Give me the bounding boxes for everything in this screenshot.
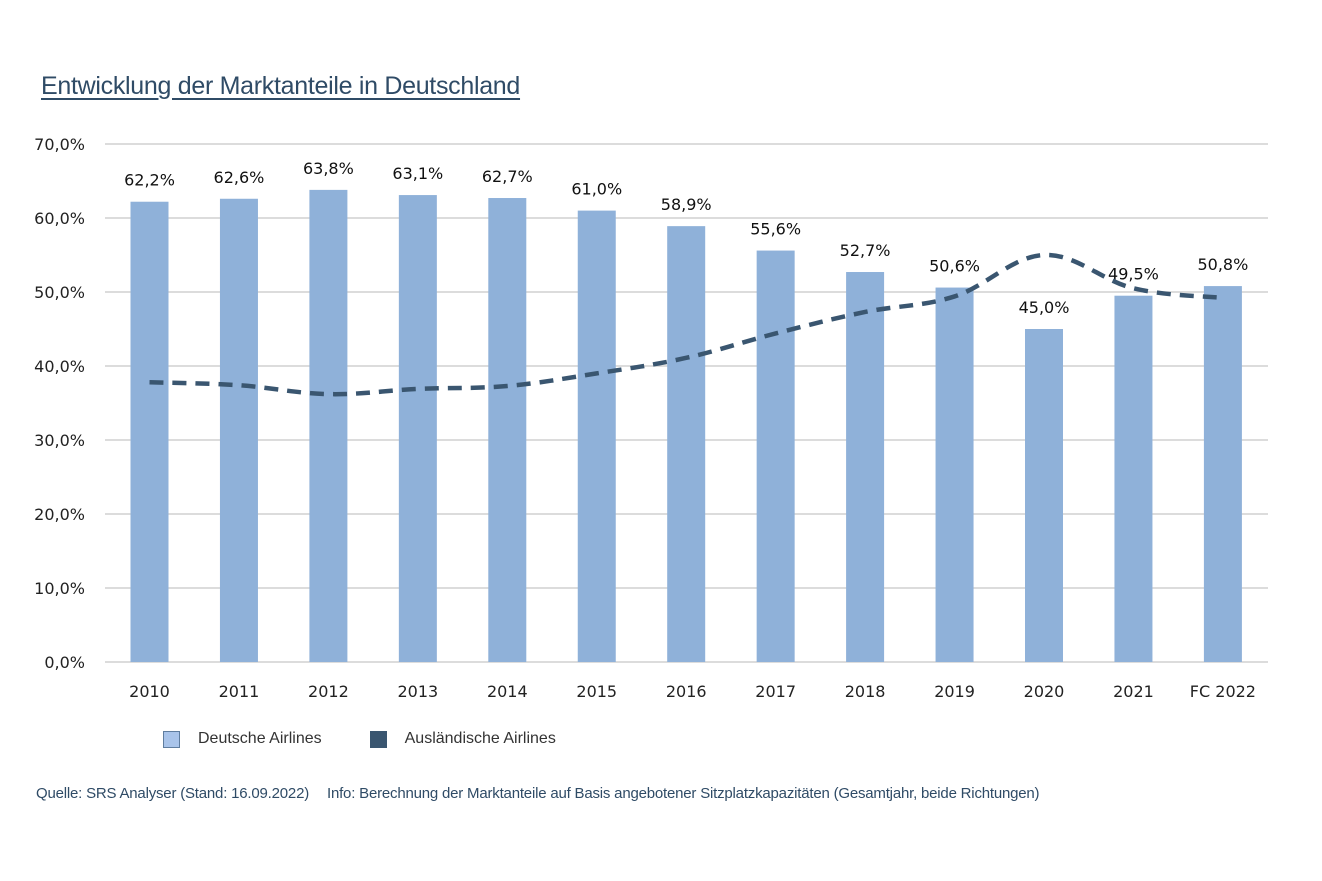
source-info: Info: Berechnung der Marktanteile auf Ba… (326, 785, 1040, 802)
bar (219, 198, 258, 662)
x-tick-label: 2018 (845, 682, 886, 701)
bar-data-label: 45,0% (1019, 298, 1070, 317)
bar (488, 198, 527, 662)
y-axis-ticks: 0,0% 10,0% 20,0% 30,0% 40,0% 50,0% 60,0% 70,0% (34, 135, 85, 672)
x-tick-label: 2017 (755, 682, 796, 701)
bar-data-label: 61,0% (571, 180, 622, 199)
bar-data-label: 58,9% (661, 195, 712, 214)
bar (846, 272, 885, 662)
x-tick-label: 2015 (576, 682, 617, 701)
y-tick-label: 0,0% (44, 653, 85, 672)
bar-data-labels: 62,2% 62,6% 63,8% 63,1% 62,7% 61,0% 58,9% 55,6%… (124, 159, 1248, 317)
x-tick-label: 2010 (129, 682, 170, 701)
bars-deutsche-airlines (130, 189, 1242, 662)
bar-data-label: 62,2% (124, 171, 175, 190)
bar-data-label: 63,1% (392, 164, 443, 183)
x-tick-label: 2012 (308, 682, 349, 701)
bar (130, 201, 169, 662)
bar-data-label: 49,5% (1108, 265, 1159, 284)
source-note: Quelle: SRS Analyser (Stand: 16.09.2022)… (36, 785, 1040, 802)
y-tick-label: 70,0% (34, 135, 85, 154)
x-tick-label: 2021 (1113, 682, 1154, 701)
x-tick-label: 2013 (397, 682, 438, 701)
legend-label-deutsche: Deutsche Airlines (198, 730, 322, 747)
bar (756, 250, 795, 662)
x-tick-label: 2011 (219, 682, 260, 701)
legend-label-auslaendische: Ausländische Airlines (404, 730, 556, 747)
bar-data-label: 62,6% (214, 168, 265, 187)
x-tick-label: 2014 (487, 682, 528, 701)
bar (398, 195, 437, 662)
bar (1025, 329, 1063, 662)
chart-title: Entwicklung der Marktanteile in Deutschl… (41, 72, 521, 100)
bar-data-label: 63,8% (303, 159, 354, 178)
bar-data-label: 50,6% (929, 257, 980, 276)
y-tick-label: 10,0% (34, 579, 85, 598)
y-tick-label: 40,0% (34, 357, 85, 376)
bar (1114, 295, 1153, 662)
bar-data-label: 52,7% (840, 241, 891, 260)
legend-item-auslaendische: Ausländische Airlines (369, 730, 556, 748)
y-tick-label: 20,0% (34, 505, 85, 524)
bar-data-label: 55,6% (750, 220, 801, 239)
y-tick-label: 60,0% (34, 209, 85, 228)
source-quelle: Quelle: SRS Analyser (Stand: 16.09.2022) (36, 785, 310, 802)
bar (577, 210, 616, 662)
x-tick-label: 2020 (1024, 682, 1065, 701)
x-tick-label: 2016 (666, 682, 707, 701)
legend: Deutsche Airlines Ausländische Airlines (163, 730, 556, 748)
x-tick-label: FC 2022 (1190, 682, 1256, 701)
bar (1203, 286, 1242, 662)
legend-swatch-auslaendische (369, 730, 387, 748)
y-tick-label: 30,0% (34, 431, 85, 450)
bar (935, 287, 974, 662)
bar-data-label: 62,7% (482, 167, 533, 186)
legend-item-deutsche: Deutsche Airlines (163, 730, 322, 748)
x-axis-ticks: 2010 2011 2012 2013 2014 2015 2016 2017 2018 2019… (129, 682, 1256, 701)
legend-swatch-deutsche (163, 730, 180, 748)
bar (667, 226, 706, 662)
x-tick-label: 2019 (934, 682, 975, 701)
bar (309, 189, 348, 662)
y-tick-label: 50,0% (34, 283, 85, 302)
bar-data-label: 50,8% (1197, 255, 1248, 274)
line-auslaendische-airlines (149, 252, 1224, 397)
